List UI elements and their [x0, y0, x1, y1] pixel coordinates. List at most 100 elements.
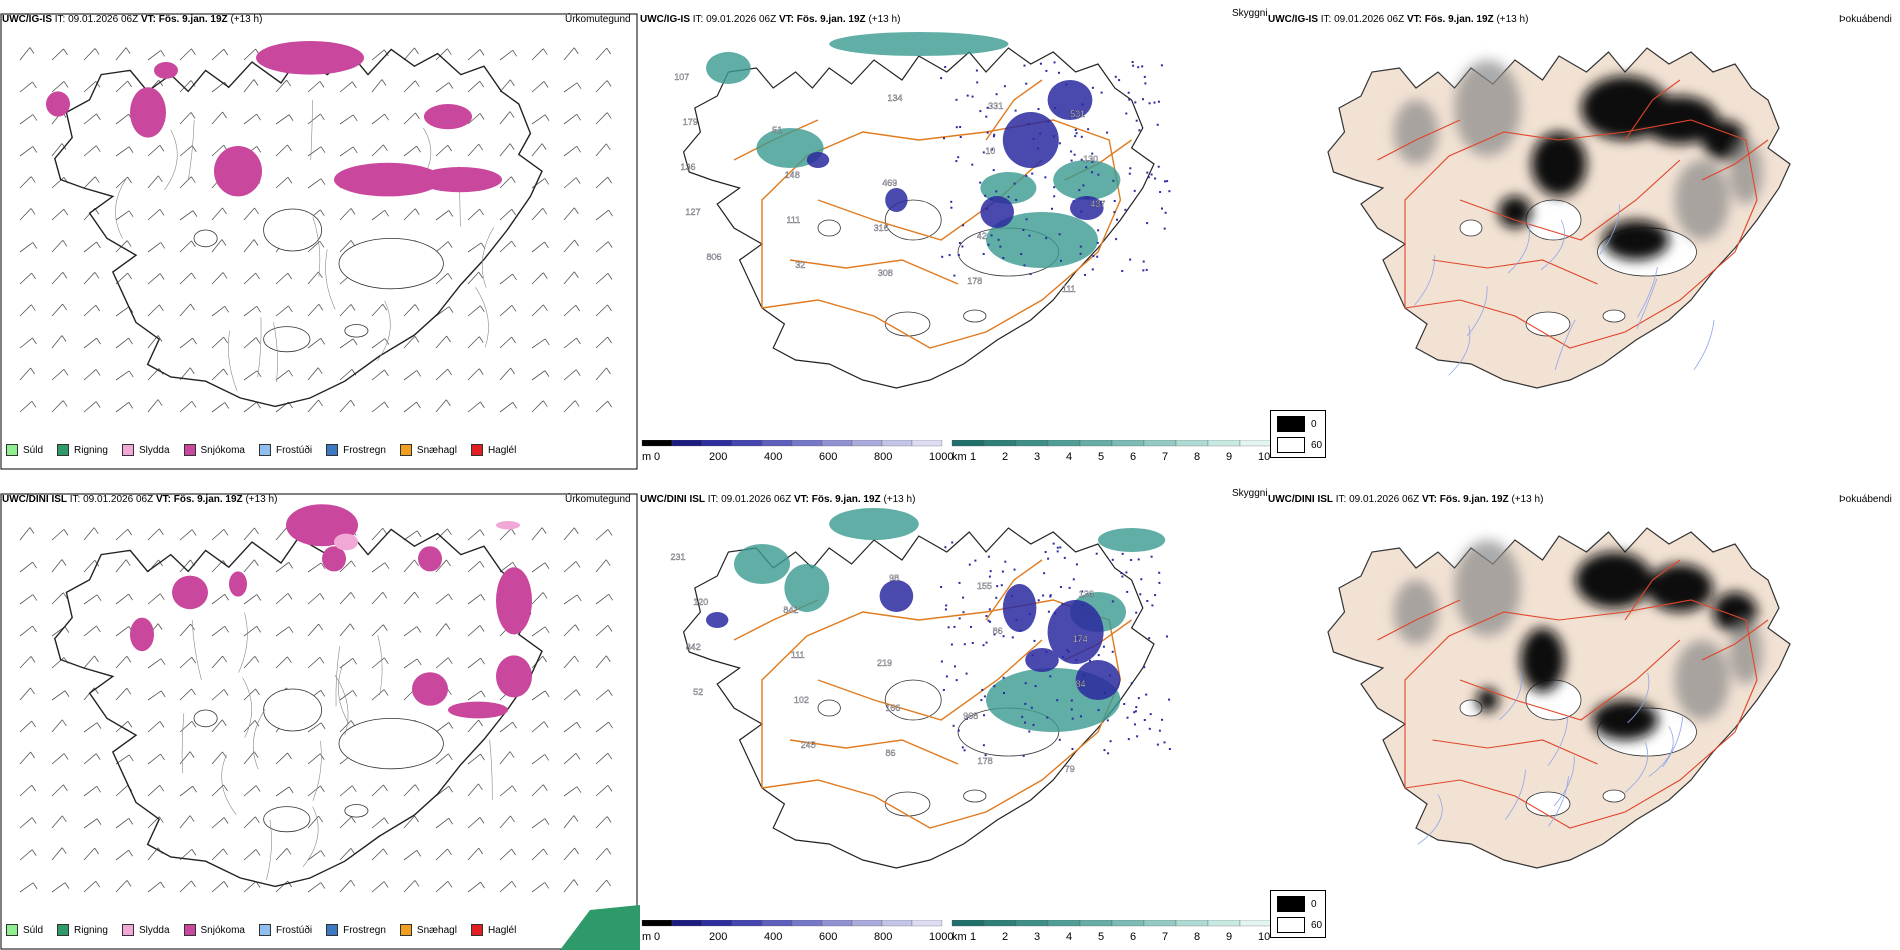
- wind-barb: [51, 48, 64, 61]
- wind-barb-feather: [448, 593, 453, 601]
- wind-barb-feather: [544, 178, 550, 185]
- wind-barb-feather: [223, 48, 229, 56]
- colorbar-km-tick: 7: [1162, 451, 1168, 463]
- wind-barb: [179, 688, 192, 701]
- fog-cell: [1674, 160, 1730, 240]
- wind-barb-feather: [510, 176, 516, 183]
- visibility-value-label: 86: [993, 626, 1003, 636]
- visibility-m-area-cell: [1070, 196, 1104, 220]
- wind-barb-feather: [447, 241, 453, 248]
- wind-barb-feather: [575, 369, 581, 376]
- speckle-pixel: [1054, 612, 1057, 615]
- panel-title: Þokuábendi: [1839, 14, 1892, 25]
- wind-barb: [531, 721, 545, 733]
- wind-barb-feather: [254, 527, 259, 535]
- wind-barb: [403, 80, 416, 93]
- speckle-pixel: [1002, 635, 1005, 638]
- wind-barb: [275, 656, 288, 669]
- wind-barb: [179, 240, 192, 253]
- wind-barb: [19, 784, 33, 797]
- wind-barb: [211, 719, 223, 733]
- colorbar-m-segment: [641, 919, 673, 927]
- wind-barb: [531, 848, 544, 861]
- colorbar-km-tick: 2: [1002, 451, 1008, 463]
- wind-barb-feather: [543, 848, 548, 856]
- wind-barb-feather: [127, 721, 133, 728]
- wind-barb-feather: [573, 47, 579, 54]
- wind-barb-feather: [447, 273, 453, 280]
- wind-barb-feather: [318, 399, 323, 407]
- wind-barb-feather: [351, 816, 356, 824]
- speckle-pixel: [982, 253, 985, 255]
- colorbar-m-segment: [701, 439, 733, 447]
- wind-barb-feather: [574, 847, 579, 855]
- speckle-pixel: [1075, 659, 1078, 662]
- wind-barb: [147, 753, 161, 765]
- wind-barb: [403, 880, 416, 893]
- visibility-speckle: [940, 541, 1171, 757]
- visibility-value-label: 136: [1079, 589, 1094, 599]
- wind-barb: [51, 303, 63, 317]
- visibility-value-label: 308: [878, 268, 893, 278]
- wind-barb-feather: [31, 272, 37, 280]
- visibility-value-label: 51: [772, 125, 782, 135]
- colorbar-km-segment: [1015, 919, 1049, 927]
- wind-barb: [499, 79, 511, 93]
- wind-barb-feather: [384, 657, 389, 665]
- river: [312, 740, 322, 801]
- speckle-pixel: [948, 254, 951, 257]
- river: [338, 664, 350, 725]
- it-prefix: IT:: [707, 494, 719, 505]
- wind-barb: [403, 591, 415, 605]
- wind-barb: [19, 400, 33, 413]
- wind-barb: [51, 529, 65, 541]
- speckle-pixel: [1096, 241, 1099, 244]
- wind-barb: [51, 559, 63, 573]
- speckle-pixel: [950, 200, 953, 203]
- wind-barb: [83, 818, 98, 829]
- wind-barb: [19, 272, 32, 285]
- colorbar-m-segment: [851, 919, 883, 927]
- wind-barb-feather: [31, 401, 37, 408]
- wind-barb-feather: [96, 722, 102, 729]
- snowfall-area: [130, 504, 532, 719]
- wind-barb: [435, 817, 449, 829]
- wind-barb-feather: [446, 335, 451, 343]
- wind-barb: [531, 370, 546, 381]
- speckle-pixel: [1129, 258, 1132, 261]
- road: [761, 599, 1122, 829]
- wind-barb: [243, 656, 256, 669]
- speckle-pixel: [1168, 698, 1171, 701]
- snowfall-area-cell: [214, 146, 262, 197]
- wind-barb-feather: [223, 784, 228, 792]
- wind-barb-feather: [255, 816, 260, 823]
- wind-barb: [339, 208, 352, 221]
- vt-value: Fös. 9.jan. 19Z: [173, 494, 243, 505]
- wind-barb-feather: [544, 338, 550, 346]
- wind-barb-feather: [607, 689, 613, 696]
- speckle-pixel: [1085, 166, 1088, 169]
- wind-barb: [563, 400, 576, 413]
- wind-barb-feather: [414, 304, 420, 311]
- speckle-pixel: [1163, 227, 1166, 230]
- colorbar-km-tick: 1: [970, 451, 976, 463]
- colorbar-km-tick: 7: [1162, 931, 1168, 943]
- lead-time: (+13 h): [883, 494, 916, 505]
- speckle-pixel: [1161, 207, 1163, 210]
- speckle-pixel: [1068, 586, 1071, 589]
- speckle-pixel: [987, 555, 990, 558]
- wind-barb-feather: [189, 367, 195, 374]
- speckle-pixel: [1143, 75, 1146, 78]
- speckle-pixel: [1024, 682, 1027, 685]
- wind-barb: [51, 690, 66, 701]
- wind-barb-feather: [445, 623, 451, 630]
- speckle-pixel: [1058, 142, 1061, 145]
- wind-barb-feather: [253, 79, 259, 86]
- speckle-pixel: [1157, 165, 1160, 168]
- wind-barb: [339, 848, 352, 861]
- wind-barb-feather: [447, 528, 452, 536]
- speckle-pixel: [1142, 98, 1144, 101]
- speckle-pixel: [1149, 713, 1152, 716]
- speckle-pixel: [1071, 717, 1074, 720]
- vt-value: Fös. 9.jan. 19Z: [1439, 494, 1509, 505]
